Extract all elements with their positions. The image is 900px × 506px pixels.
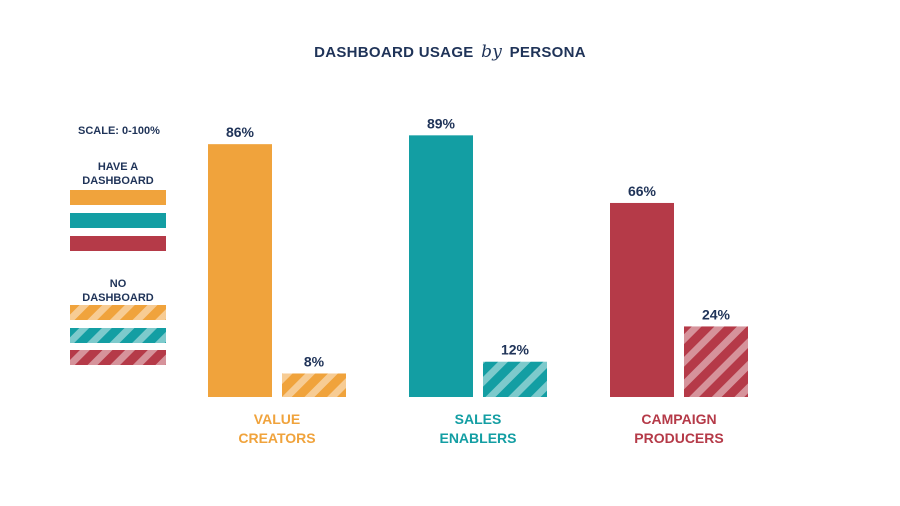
bar-have-1 (409, 135, 473, 397)
legend-swatch-no-1 (70, 328, 166, 343)
value-label-no-2: 24% (702, 306, 731, 322)
value-label-have-0: 86% (226, 124, 255, 140)
legend-have-line1: HAVE A (97, 161, 139, 173)
legend-no-label: NO DASHBOARD (68, 277, 168, 305)
legend-no-line2: DASHBOARD (82, 292, 154, 304)
legend-swatches (70, 190, 166, 365)
legend-swatch-no-2 (70, 350, 166, 365)
category-label-0-line1: VALUE (254, 411, 300, 427)
bar-have-0 (208, 144, 272, 397)
bar-no-2 (684, 326, 748, 397)
bars-group (208, 135, 748, 397)
chart-title: DASHBOARD USAGE by PERSONA (0, 42, 900, 62)
value-label-no-1: 12% (501, 342, 530, 358)
legend-have-line2: DASHBOARD (82, 175, 154, 187)
bar-no-0 (282, 373, 346, 397)
legend-no-line1: NO (109, 278, 127, 290)
legend-swatch-have-0 (70, 190, 166, 205)
scale-label: SCALE: 0-100% (78, 125, 160, 137)
value-labels-group: 86% 8% 89% 12% 66% 24% (226, 115, 731, 369)
value-label-have-1: 89% (427, 115, 456, 131)
title-part1: DASHBOARD USAGE (314, 44, 474, 61)
title-by: by (481, 42, 503, 62)
legend-have-label: HAVE A DASHBOARD (68, 160, 168, 188)
legend-swatch-have-2 (70, 236, 166, 251)
bar-no-1 (483, 361, 547, 397)
category-label-2-line2: PRODUCERS (634, 430, 723, 446)
value-label-no-0: 8% (304, 353, 325, 369)
legend-swatch-no-0 (70, 305, 166, 320)
bar-have-2 (610, 202, 674, 397)
title-part2: PERSONA (509, 44, 586, 61)
category-label-1-line1: SALES (455, 411, 502, 427)
category-label-0-line2: CREATORS (238, 430, 315, 446)
category-label-2-line1: CAMPAIGN (641, 411, 716, 427)
category-label-1-line2: ENABLERS (439, 430, 516, 446)
category-labels-group: VALUE CREATORS SALES ENABLERS CAMPAIGN PRODUC… (238, 411, 723, 446)
legend-swatch-have-1 (70, 213, 166, 228)
value-label-have-2: 66% (628, 183, 657, 199)
